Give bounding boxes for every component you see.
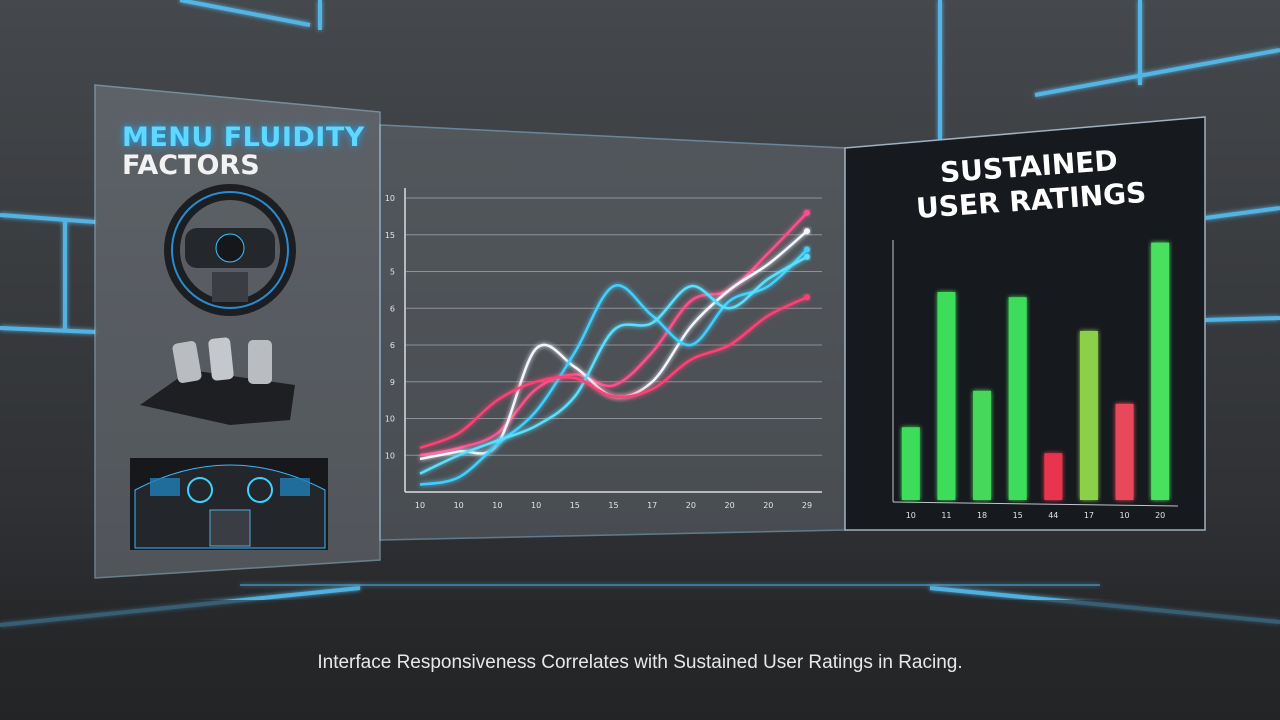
bar — [1115, 403, 1134, 500]
x-tick-label: 17 — [647, 501, 657, 510]
series-end-dot — [804, 294, 810, 301]
bar — [1044, 453, 1063, 500]
x-tick-label: 10 — [906, 511, 916, 520]
x-tick-label: 15 — [570, 501, 580, 510]
bar — [973, 390, 992, 500]
x-tick-label: 10 — [415, 501, 425, 510]
y-tick-label: 10 — [385, 451, 395, 460]
series-line — [419, 296, 808, 450]
x-tick-label: 20 — [725, 501, 735, 510]
y-tick-label: 9 — [390, 378, 395, 387]
x-tick-label: 10 — [492, 501, 502, 510]
series-end-dot — [804, 253, 810, 260]
y-tick-label: 10 — [385, 415, 395, 424]
x-tick-label: 44 — [1048, 511, 1058, 520]
series-end-dot — [804, 228, 810, 235]
y-tick-label: 15 — [385, 231, 395, 240]
series-end-dot — [804, 209, 810, 216]
bar — [1079, 331, 1098, 500]
x-tick-label: 20 — [686, 501, 696, 510]
x-tick-label: 11 — [941, 511, 951, 520]
left-panel — [94, 84, 381, 579]
x-tick-label: 20 — [763, 501, 773, 510]
x-tick-label: 18 — [977, 511, 987, 520]
left-title-line2: FACTORS — [122, 150, 260, 181]
dashboard-image — [130, 458, 328, 550]
x-tick-label: 10 — [531, 501, 541, 510]
caption: Interface Responsiveness Correlates with… — [317, 652, 963, 673]
series-end-dot — [804, 246, 810, 253]
x-tick-label: 15 — [1013, 511, 1023, 520]
bar — [1008, 297, 1027, 500]
bar — [1151, 242, 1170, 500]
x-tick-label: 15 — [608, 501, 618, 510]
y-tick-label: 6 — [390, 304, 395, 313]
x-tick-label: 17 — [1084, 511, 1094, 520]
x-tick-label: 10 — [1119, 511, 1129, 520]
y-tick-label: 5 — [390, 268, 395, 277]
bar — [937, 292, 956, 500]
left-title-line1: MENU FLUIDITY — [122, 122, 365, 153]
charts: 10 10 9 6 6 5 15 10 10 10 10 10 15 15 17 20 20 20 29 10 11 18… — [385, 188, 1179, 520]
series-line — [419, 255, 808, 475]
x-tick-label: 20 — [1155, 511, 1165, 520]
bar — [901, 427, 920, 500]
x-tick-label: 10 — [454, 501, 464, 510]
wheel-image — [164, 184, 296, 316]
floor — [0, 600, 1280, 720]
x-tick-label: 29 — [802, 501, 812, 510]
series-line — [419, 248, 808, 486]
x-axis — [892, 501, 1179, 507]
pedals-image — [140, 337, 295, 425]
y-tick-label: 10 — [385, 194, 395, 203]
y-tick-label: 6 — [390, 341, 395, 350]
